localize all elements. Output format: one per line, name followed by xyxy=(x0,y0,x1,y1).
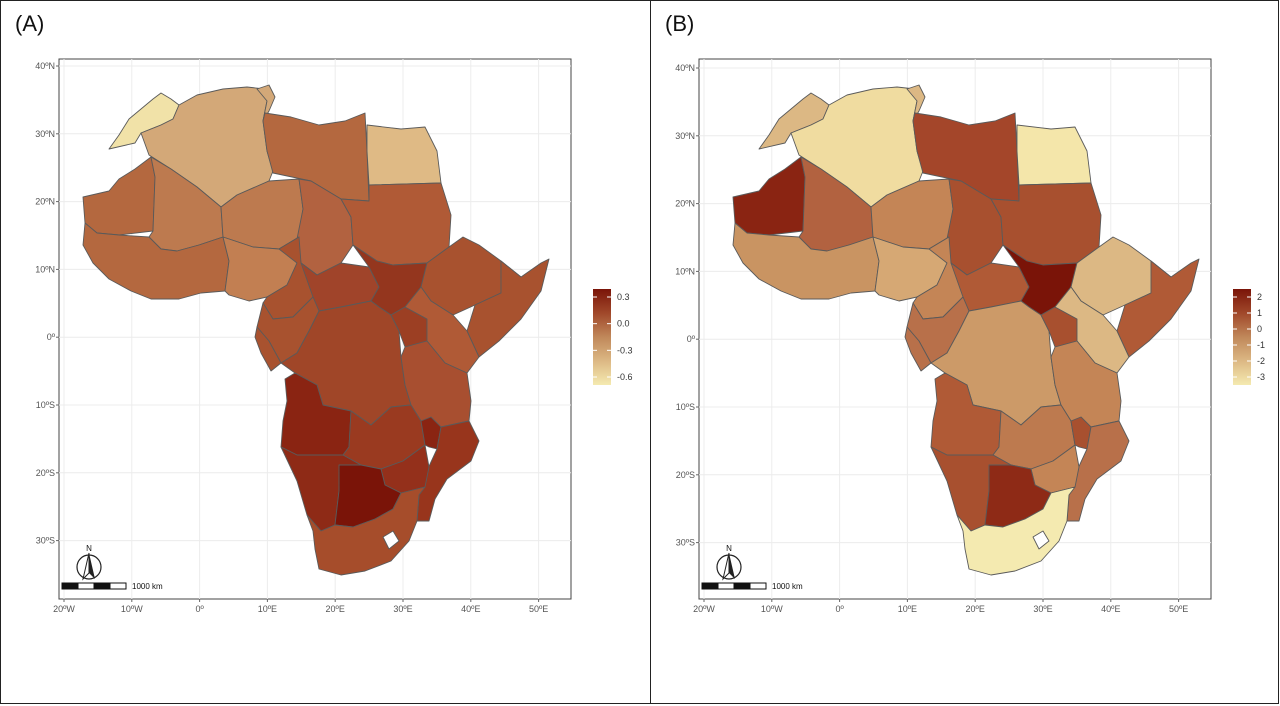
y-tick-label: 20ºN xyxy=(35,197,55,207)
legend-label: -0.3 xyxy=(617,345,633,355)
country-tunisia xyxy=(256,84,276,122)
country-gabon xyxy=(254,326,282,372)
scale-bar xyxy=(61,582,127,590)
x-tick-label: 30ºE xyxy=(1033,604,1052,614)
x-tick-label: 10ºW xyxy=(761,604,783,614)
legend-label: -2 xyxy=(1257,356,1265,366)
country-somalia xyxy=(1116,258,1200,358)
y-tick-label: 0º xyxy=(687,334,696,344)
map-a: 40ºN 30ºN 20ºN 10ºN 0º 10ºS 20ºS 30ºS 20ºW 10ºW 0º… xyxy=(35,58,633,614)
y-tick-label: 30ºS xyxy=(36,536,55,546)
x-tick-label: 20ºE xyxy=(966,604,985,614)
country-gabon xyxy=(904,326,932,372)
scale-bar-label: 1000 km xyxy=(132,582,163,591)
scale-bar-label: 1000 km xyxy=(772,582,803,591)
panel-b-label: (B) xyxy=(665,11,695,36)
x-tick-label: 40ºE xyxy=(461,604,480,614)
y-tick-label: 10ºS xyxy=(676,402,695,412)
panel-b: (B) 40ºN 30ºN 20ºN 10ºN 0º 10ºS 20ºS 30ºS 20ºW 10… xyxy=(650,0,1279,704)
legend-label: 1 xyxy=(1257,308,1262,318)
panel-a: (A) 40ºN 30ºN 20ºN 10ºN 0º 10ºS 20ºS 30ºS 20ºW 10… xyxy=(0,0,651,704)
x-tick-label: 20ºW xyxy=(693,604,715,614)
scale-bar xyxy=(701,582,767,590)
country-madagascar xyxy=(382,530,400,550)
country-south-africa xyxy=(306,486,426,576)
north-arrow-icon xyxy=(716,552,742,581)
countries xyxy=(732,84,1200,576)
country-south-africa xyxy=(956,486,1076,576)
legend-label: 0.0 xyxy=(617,319,630,329)
y-tick-label: 20ºN xyxy=(675,199,695,209)
y-tick-label: 20ºS xyxy=(676,470,695,480)
y-tick-label: 10ºN xyxy=(35,264,55,274)
y-tick-label: 30ºS xyxy=(676,538,695,548)
legend-colorbar xyxy=(1233,289,1251,385)
north-label: N xyxy=(86,544,92,553)
y-tick-label: 0º xyxy=(47,332,56,342)
country-egypt xyxy=(1016,124,1092,186)
x-tick-label: 0º xyxy=(835,604,844,614)
legend-colorbar xyxy=(593,289,611,385)
y-tick-label: 10ºS xyxy=(36,400,55,410)
x-tick-label: 10ºE xyxy=(258,604,277,614)
legend-label: 2 xyxy=(1257,292,1262,302)
map-b: 40ºN 30ºN 20ºN 10ºN 0º 10ºS 20ºS 30ºS 20ºW 10ºW 0º… xyxy=(675,58,1265,614)
x-tick-label: 20ºE xyxy=(326,604,345,614)
y-tick-label: 10ºN xyxy=(675,266,695,276)
x-tick-label: 50ºE xyxy=(529,604,548,614)
x-tick-label: 40ºE xyxy=(1101,604,1120,614)
y-tick-label: 30ºN xyxy=(35,129,55,139)
country-kenya xyxy=(404,286,480,374)
country-kenya xyxy=(1054,286,1130,374)
x-tick-label: 10ºE xyxy=(898,604,917,614)
x-tick-label: 10ºW xyxy=(121,604,143,614)
x-tick-label: 30ºE xyxy=(393,604,412,614)
country-egypt xyxy=(366,124,442,186)
y-tick-label: 30ºN xyxy=(675,131,695,141)
legend-label: -3 xyxy=(1257,372,1265,382)
x-tick-label: 20ºW xyxy=(53,604,75,614)
country-madagascar xyxy=(1032,530,1050,550)
x-tick-label: 0º xyxy=(195,604,204,614)
x-tick-label: 50ºE xyxy=(1169,604,1188,614)
y-tick-label: 20ºS xyxy=(36,468,55,478)
country-somalia xyxy=(466,258,550,358)
country-tunisia xyxy=(906,84,926,122)
north-arrow-icon xyxy=(76,552,102,581)
north-label: N xyxy=(726,544,732,553)
y-tick-label: 40ºN xyxy=(675,63,695,73)
y-tick-label: 40ºN xyxy=(35,61,55,71)
legend-label: 0.3 xyxy=(617,292,630,302)
panel-a-label: (A) xyxy=(15,11,45,36)
legend-label: 0 xyxy=(1257,324,1262,334)
countries xyxy=(82,84,550,576)
legend-label: -0.6 xyxy=(617,372,633,382)
legend-label: -1 xyxy=(1257,340,1265,350)
